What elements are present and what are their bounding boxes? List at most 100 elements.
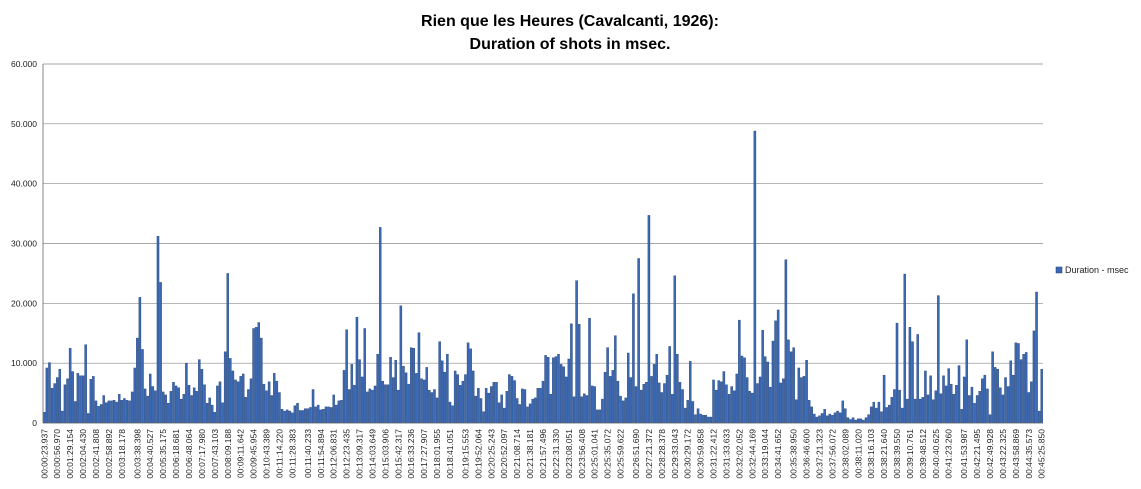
- bar: [916, 334, 919, 424]
- bar: [397, 389, 400, 424]
- bar: [203, 384, 206, 424]
- bar: [598, 409, 602, 424]
- bar: [43, 412, 46, 424]
- bar: [309, 407, 312, 424]
- bar: [1001, 394, 1005, 424]
- x-tick-label: 00:18:41.051: [445, 429, 455, 479]
- bar: [554, 356, 558, 424]
- bar: [810, 406, 813, 424]
- bar: [125, 400, 129, 424]
- bar: [133, 367, 136, 424]
- x-tick-label: 00:38:21.640: [879, 429, 889, 479]
- bar: [440, 360, 444, 424]
- x-tick-label: 00:16:33.236: [406, 429, 416, 479]
- bar: [1009, 360, 1012, 424]
- bar: [61, 410, 64, 424]
- bar: [906, 398, 909, 424]
- bar: [570, 323, 573, 424]
- x-tick-label: 00:13:09.317: [355, 429, 365, 479]
- x-tick-label: 00:11:40.233: [303, 429, 313, 478]
- bar: [510, 376, 514, 424]
- bar: [76, 373, 80, 424]
- bar: [665, 374, 669, 424]
- bar: [831, 415, 834, 424]
- bar: [970, 386, 974, 424]
- bar: [789, 351, 793, 424]
- bar: [187, 385, 191, 424]
- bar: [164, 394, 167, 424]
- bar: [805, 360, 808, 424]
- bar: [1006, 386, 1010, 424]
- bar: [332, 394, 335, 424]
- bar: [360, 376, 364, 424]
- bar: [151, 386, 155, 424]
- bar: [645, 382, 648, 424]
- bar: [782, 378, 785, 424]
- bar: [794, 399, 798, 424]
- x-tick-label: 00:03:18.178: [117, 429, 127, 479]
- x-tick-label: 00:09:11.642: [236, 429, 246, 478]
- bar: [48, 362, 51, 424]
- bar: [616, 380, 620, 424]
- bar: [753, 130, 757, 424]
- bar: [557, 354, 560, 424]
- bar: [534, 397, 537, 424]
- bar: [226, 273, 229, 424]
- bar: [105, 402, 108, 424]
- bar: [820, 413, 824, 424]
- bar: [278, 392, 281, 424]
- y-tick-label: 10.000: [11, 358, 37, 368]
- x-tick-label: 00:12:06.831: [329, 429, 339, 479]
- bar: [213, 412, 217, 424]
- bar: [422, 379, 426, 424]
- bar: [71, 371, 74, 424]
- x-tick-label: 00:43:58.869: [1011, 429, 1021, 479]
- bar: [425, 367, 428, 424]
- bar: [681, 389, 684, 424]
- bar: [306, 408, 310, 424]
- bar: [787, 339, 790, 424]
- bar: [815, 416, 819, 424]
- bar: [944, 385, 948, 424]
- x-tick-label: 00:35:38.950: [789, 429, 799, 479]
- bar: [97, 406, 100, 424]
- bar: [1017, 343, 1020, 424]
- bar: [1035, 291, 1038, 424]
- bar: [763, 356, 767, 424]
- bar: [492, 382, 496, 424]
- bar: [420, 378, 423, 424]
- bar: [347, 389, 351, 424]
- bar: [58, 368, 62, 424]
- bar: [1030, 381, 1033, 424]
- bar: [779, 382, 782, 424]
- bar: [417, 332, 421, 424]
- bar: [973, 403, 976, 424]
- bar: [658, 382, 661, 424]
- bar: [670, 394, 674, 424]
- bar: [784, 259, 788, 424]
- bar: [823, 409, 826, 424]
- bar: [381, 380, 385, 424]
- bar: [701, 415, 705, 424]
- bar: [552, 357, 555, 424]
- bar: [797, 367, 801, 424]
- x-tick-label: 00:33:19.044: [760, 429, 770, 479]
- x-tick-label: 00:01:29.154: [65, 429, 75, 479]
- bar: [464, 374, 467, 424]
- bar: [167, 403, 170, 424]
- bar: [975, 395, 979, 424]
- bar: [466, 342, 470, 424]
- x-tick-label: 00:38:11.020: [853, 429, 863, 478]
- bar: [482, 411, 485, 424]
- bar: [234, 379, 237, 424]
- bar: [508, 374, 511, 424]
- bar: [844, 408, 847, 424]
- bar: [993, 367, 997, 424]
- bar: [218, 381, 222, 424]
- bar: [585, 395, 589, 424]
- bar: [177, 387, 180, 424]
- bar: [459, 385, 462, 424]
- bar: [738, 319, 741, 424]
- x-tick-label: 00:41:23.260: [944, 429, 954, 479]
- legend-label: Duration - msec: [1065, 265, 1129, 275]
